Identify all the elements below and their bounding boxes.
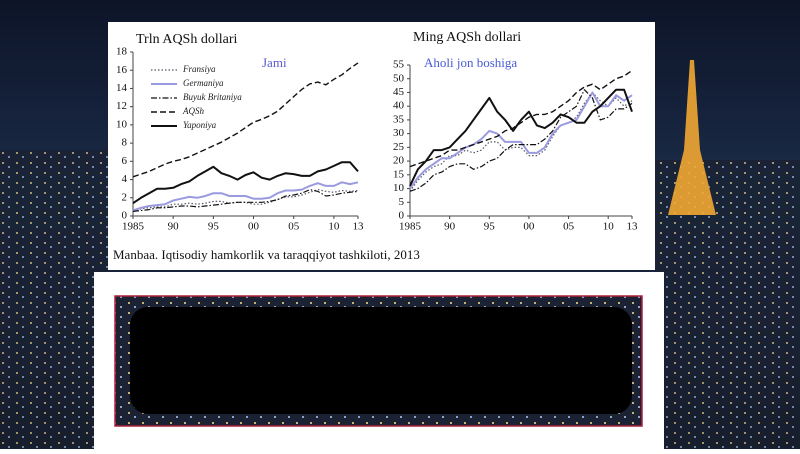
x-tick-label: 1985: [399, 221, 422, 233]
y-tick-label: 12: [116, 100, 127, 112]
legend-label: Yaponiya: [183, 120, 217, 130]
series-line: [132, 181, 359, 212]
legend-label: Buyuk Britaniya: [183, 92, 242, 102]
x-tick-label: 10: [328, 221, 340, 233]
y-tick-label: 6: [122, 155, 128, 167]
y-tick-label: 10: [116, 118, 128, 130]
chart-title: Trln AQSh dollari: [136, 32, 238, 47]
series-line: [409, 89, 633, 192]
y-tick-label: 35: [393, 113, 405, 125]
series-line: [132, 161, 359, 205]
x-tick-label: 00: [248, 221, 260, 233]
y-tick-label: 18: [116, 46, 128, 58]
x-tick-label: 95: [208, 221, 220, 233]
y-tick-label: 50: [393, 72, 405, 84]
y-tick-label: 55: [393, 59, 405, 71]
series-line: [132, 189, 359, 212]
y-tick-label: 30: [393, 127, 405, 139]
series-line: [409, 69, 633, 168]
x-tick-label: 05: [288, 221, 300, 233]
y-tick-label: 14: [116, 82, 128, 94]
y-tick-label: 0: [399, 210, 405, 222]
y-tick-label: 8: [122, 137, 128, 149]
x-tick-label: 90: [168, 221, 180, 233]
y-tick-label: 0: [122, 210, 128, 222]
x-tick-label: 95: [484, 221, 496, 233]
chart-title: Ming AQSh dollari: [413, 30, 521, 45]
x-tick-label: 13: [353, 221, 365, 233]
y-tick-label: 45: [393, 86, 405, 98]
city-left: [0, 150, 110, 449]
y-tick-label: 15: [393, 168, 405, 180]
y-tick-label: 25: [393, 141, 405, 153]
y-tick-label: 10: [393, 182, 405, 194]
y-tick-label: 2: [122, 191, 128, 203]
series-line: [132, 62, 359, 178]
legend-label: Germaniya: [183, 78, 224, 88]
redaction-box: [130, 307, 632, 414]
legend-label: Fransiya: [182, 64, 216, 74]
source-note: Manbaa. Iqtisodiy hamkorlik va taraqqiyo…: [113, 247, 420, 262]
x-tick-label: 05: [563, 221, 575, 233]
tower: [668, 60, 716, 215]
y-tick-label: 5: [399, 196, 405, 208]
x-tick-label: 1985: [122, 221, 145, 233]
series-line: [409, 91, 633, 190]
chart-panel: [108, 22, 655, 270]
y-tick-label: 20: [393, 155, 405, 167]
x-tick-label: 00: [523, 221, 535, 233]
annotation: Jami: [262, 55, 287, 70]
x-tick-label: 10: [603, 221, 615, 233]
y-tick-label: 16: [116, 64, 128, 76]
series-line: [409, 88, 633, 187]
y-tick-label: 4: [122, 173, 128, 185]
annotation: Aholi jon boshiga: [424, 55, 517, 70]
y-tick-label: 40: [393, 100, 405, 112]
legend-label: AQSh: [182, 106, 204, 116]
x-tick-label: 13: [627, 221, 639, 233]
x-tick-label: 90: [444, 221, 456, 233]
